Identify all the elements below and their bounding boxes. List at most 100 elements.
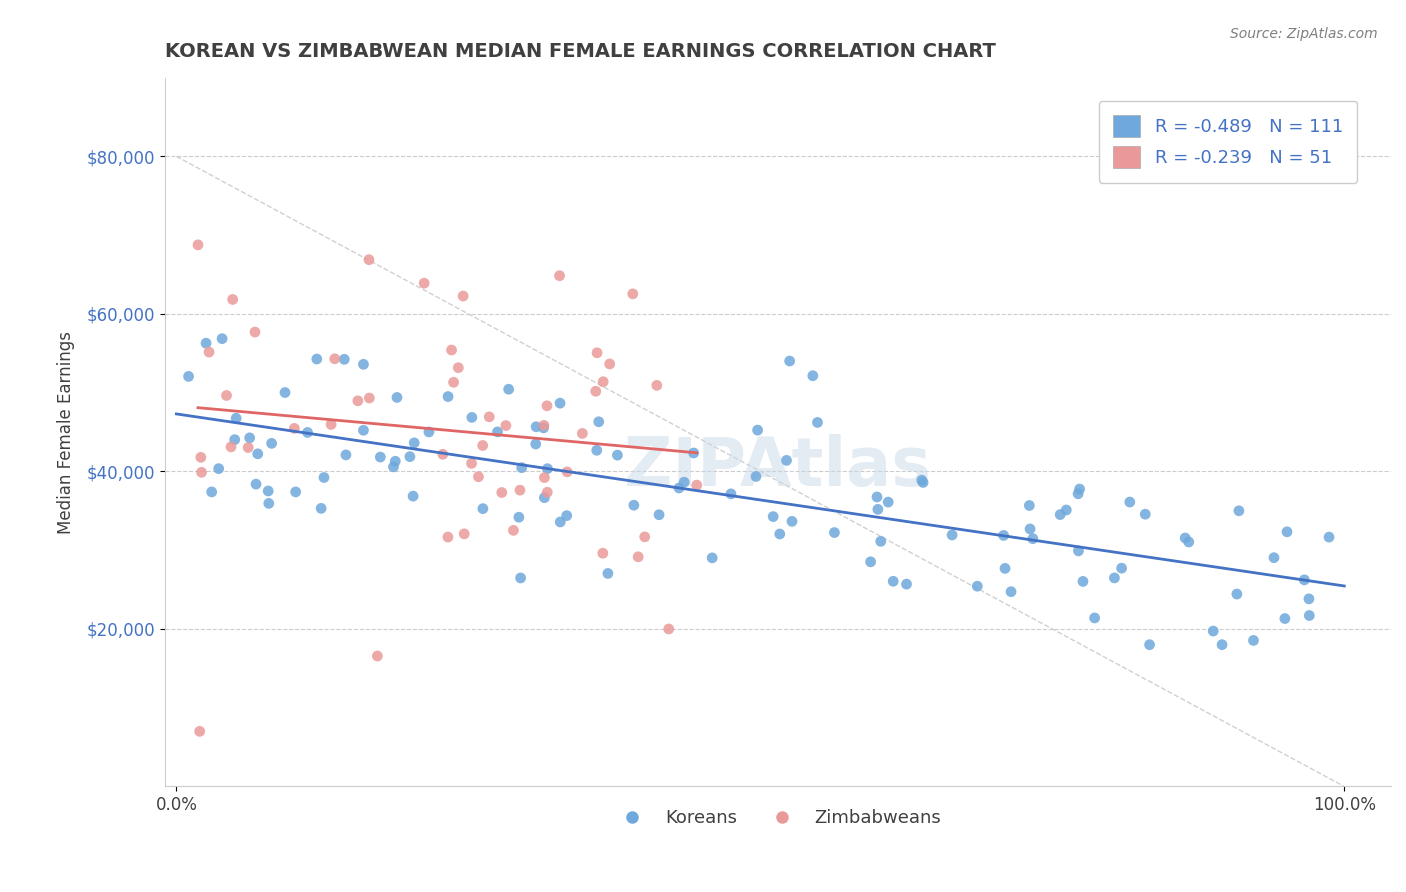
Point: [1211, 638, 1233, 652]
Point: [437, 390, 460, 404]
Point: [1000, 584, 1022, 599]
Point: [274, 385, 297, 400]
Point: [536, 485, 558, 500]
Point: [882, 574, 904, 589]
Point: [451, 289, 474, 303]
Point: [508, 510, 530, 524]
Point: [309, 501, 332, 516]
Point: [806, 416, 828, 430]
Point: [177, 369, 200, 384]
Text: Source: ZipAtlas.com: Source: ZipAtlas.com: [1230, 27, 1378, 41]
Point: [866, 490, 889, 504]
Point: [911, 473, 934, 487]
Point: [305, 352, 328, 367]
Point: [627, 549, 650, 564]
Point: [353, 357, 375, 371]
Text: KOREAN VS ZIMBABWEAN MEDIAN FEMALE EARNINGS CORRELATION CHART: KOREAN VS ZIMBABWEAN MEDIAN FEMALE EARNI…: [165, 42, 995, 61]
Point: [190, 450, 212, 465]
Point: [437, 530, 460, 544]
Point: [498, 382, 520, 396]
Point: [283, 421, 305, 435]
Point: [533, 418, 555, 433]
Point: [1202, 624, 1225, 638]
Point: [1226, 587, 1249, 601]
Point: [801, 368, 824, 383]
Point: [1263, 550, 1285, 565]
Point: [586, 346, 609, 360]
Point: [606, 448, 628, 462]
Point: [319, 417, 342, 432]
Point: [201, 484, 224, 499]
Point: [366, 648, 388, 663]
Point: [1294, 573, 1316, 587]
Point: [1067, 487, 1090, 501]
Point: [1067, 544, 1090, 558]
Point: [866, 502, 889, 516]
Point: [823, 525, 845, 540]
Point: [1227, 504, 1250, 518]
Point: [509, 483, 531, 497]
Point: [1054, 503, 1077, 517]
Point: [418, 425, 440, 439]
Point: [1111, 561, 1133, 575]
Point: [453, 527, 475, 541]
Point: [246, 447, 269, 461]
Point: [524, 437, 547, 451]
Point: [238, 441, 260, 455]
Point: [621, 286, 644, 301]
Point: [1022, 532, 1045, 546]
Point: [239, 431, 262, 445]
Point: [780, 514, 803, 528]
Point: [966, 579, 988, 593]
Point: [686, 478, 709, 492]
Point: [596, 566, 619, 581]
Point: [896, 577, 918, 591]
Point: [510, 460, 533, 475]
Point: [478, 409, 501, 424]
Point: [1298, 591, 1320, 606]
Point: [215, 388, 238, 402]
Point: [221, 293, 243, 307]
Point: [486, 425, 509, 439]
Point: [1139, 638, 1161, 652]
Point: [548, 515, 571, 529]
Point: [359, 391, 381, 405]
Point: [219, 440, 242, 454]
Point: [413, 276, 436, 290]
Point: [245, 477, 267, 491]
Legend: Koreans, Zimbabweans: Koreans, Zimbabweans: [607, 802, 949, 834]
Point: [673, 475, 696, 490]
Point: [762, 509, 785, 524]
Point: [467, 469, 489, 483]
Point: [323, 351, 346, 366]
Point: [297, 425, 319, 440]
Point: [533, 470, 555, 484]
Point: [312, 470, 335, 484]
Point: [257, 483, 280, 498]
Point: [495, 418, 517, 433]
Point: [509, 571, 531, 585]
Point: [548, 268, 571, 283]
Point: [941, 528, 963, 542]
Point: [993, 528, 1015, 542]
Point: [432, 447, 454, 461]
Point: [370, 450, 392, 464]
Point: [447, 360, 470, 375]
Point: [284, 484, 307, 499]
Point: [257, 496, 280, 510]
Point: [195, 336, 218, 351]
Point: [352, 423, 374, 437]
Point: [536, 461, 558, 475]
Point: [211, 332, 233, 346]
Point: [461, 410, 484, 425]
Point: [471, 501, 494, 516]
Point: [190, 466, 212, 480]
Point: [384, 454, 406, 468]
Point: [775, 453, 797, 467]
Point: [668, 481, 690, 495]
Point: [1243, 633, 1265, 648]
Point: [198, 345, 221, 359]
Point: [588, 415, 610, 429]
Point: [347, 393, 370, 408]
Point: [524, 419, 547, 434]
